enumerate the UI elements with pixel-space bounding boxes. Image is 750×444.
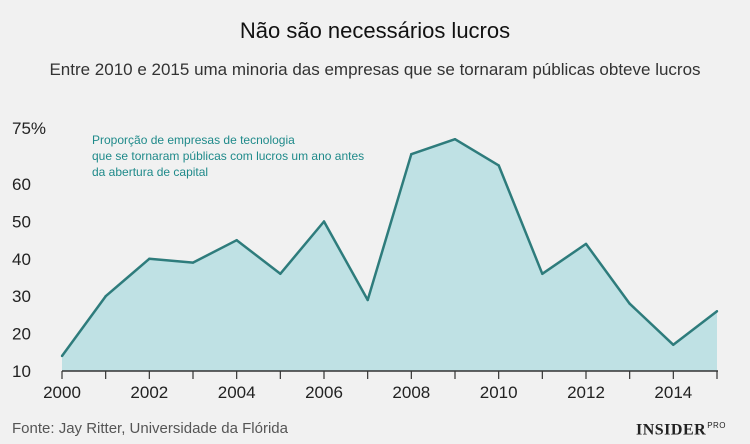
y-tick-label-60: 60 xyxy=(12,175,31,194)
brand-name: INSIDER xyxy=(636,421,707,439)
chart-subtitle: Entre 2010 e 2015 uma minoria das empres… xyxy=(49,60,701,79)
data-point-2001 xyxy=(104,295,107,298)
data-point-2002 xyxy=(148,257,151,260)
data-point-2004 xyxy=(235,239,238,242)
data-point-2010 xyxy=(497,164,500,167)
x-tick-label-2014: 2014 xyxy=(654,383,692,402)
brand-suffix: PRO xyxy=(707,421,727,430)
data-point-2009 xyxy=(453,138,457,141)
x-tick-label-2010: 2010 xyxy=(480,383,518,402)
y-tick-label-75: 75% xyxy=(12,119,46,138)
y-tick-label-20: 20 xyxy=(12,325,31,344)
data-point-2007 xyxy=(366,298,369,302)
axis-layer xyxy=(61,370,718,379)
data-point-2008 xyxy=(410,153,413,156)
chart-title: Não são necessários lucros xyxy=(239,18,511,43)
x-tick-label-2012: 2012 xyxy=(567,383,605,402)
area-layer xyxy=(60,137,719,371)
data-point-2014 xyxy=(672,343,675,346)
x-tick-label-2000: 2000 xyxy=(43,383,81,402)
data-point-2000 xyxy=(60,354,64,358)
data-point-2003 xyxy=(191,261,195,264)
y-tick-label-30: 30 xyxy=(12,287,31,306)
data-point-2006 xyxy=(322,220,326,223)
series-line xyxy=(60,137,718,357)
data-point-2015 xyxy=(715,310,719,313)
annotation-line-3: da abertura de capital xyxy=(92,165,208,179)
annotation-layer: Proporção de empresas de tecnologia que s… xyxy=(92,133,364,179)
x-tick-label-2002: 2002 xyxy=(130,383,168,402)
data-point-2012 xyxy=(584,242,588,246)
y-tick-label-10: 10 xyxy=(12,362,31,381)
data-point-2011 xyxy=(541,272,544,275)
label-layer: 2000 2002 2004 2006 2008 2010 2012 2014 10 20 30 40… xyxy=(12,119,692,402)
x-tick-label-2004: 2004 xyxy=(218,383,256,402)
x-tick-label-2006: 2006 xyxy=(305,383,343,402)
y-tick-label-40: 40 xyxy=(12,250,31,269)
y-tick-label-50: 50 xyxy=(12,212,31,231)
annotation-line-1: Proporção de empresas de tecnologia xyxy=(92,133,295,147)
brand-logo: INSIDERPRO xyxy=(636,421,726,439)
x-tick-label-2008: 2008 xyxy=(392,383,430,402)
data-point-2005 xyxy=(279,272,282,275)
data-point-2013 xyxy=(628,302,631,305)
source-note: Fonte: Jay Ritter, Universidade da Flóri… xyxy=(12,420,288,437)
area-fill xyxy=(62,139,717,371)
annotation-line-2: que se tornaram públicas com lucros um a… xyxy=(92,149,364,163)
